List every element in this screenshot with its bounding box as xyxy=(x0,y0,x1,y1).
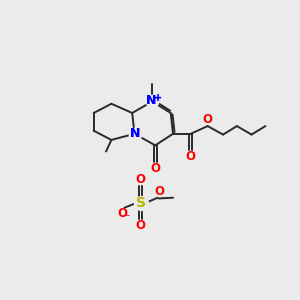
Text: O: O xyxy=(154,185,164,198)
Text: ⁻: ⁻ xyxy=(124,214,129,224)
Text: O: O xyxy=(186,150,196,164)
Text: N: N xyxy=(146,94,156,107)
Text: N: N xyxy=(146,94,157,107)
Text: N: N xyxy=(130,127,140,140)
Text: +: + xyxy=(154,93,162,103)
Text: N: N xyxy=(130,127,140,140)
Text: O: O xyxy=(136,219,146,232)
Text: O: O xyxy=(202,113,212,126)
Text: O: O xyxy=(150,162,160,175)
Text: S: S xyxy=(136,196,146,210)
Text: O: O xyxy=(136,173,146,187)
Text: +: + xyxy=(154,93,162,103)
Text: O: O xyxy=(117,207,127,220)
